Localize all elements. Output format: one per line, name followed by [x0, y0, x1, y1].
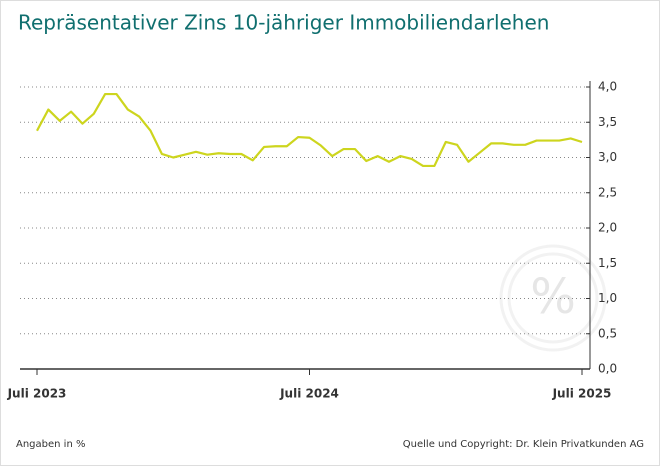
- y-tick-label: 2,0: [598, 221, 617, 235]
- y-tick-label: 0,5: [598, 326, 617, 340]
- source-note: Quelle und Copyright: Dr. Klein Privatku…: [403, 439, 644, 450]
- y-tick-label: 0,0: [598, 362, 617, 376]
- y-tick-label: 1,0: [598, 291, 617, 305]
- x-tick-label: Juli 2023: [7, 387, 67, 401]
- y-tick-label: 3,0: [598, 150, 617, 164]
- watermark-symbol: %: [530, 269, 576, 325]
- data-line: [36, 92, 583, 168]
- y-tick-label: 4,0: [598, 80, 617, 94]
- chart-title: Repräsentativer Zins 10-jähriger Immobil…: [18, 11, 549, 35]
- y-tick-label: 3,5: [598, 115, 617, 129]
- y-tick-label: 1,5: [598, 256, 617, 270]
- y-tick-label: 2,5: [598, 185, 617, 199]
- x-tick-label: Juli 2024: [279, 387, 339, 401]
- x-tick-label: Juli 2025: [552, 387, 612, 401]
- unit-note: Angaben in %: [16, 439, 85, 450]
